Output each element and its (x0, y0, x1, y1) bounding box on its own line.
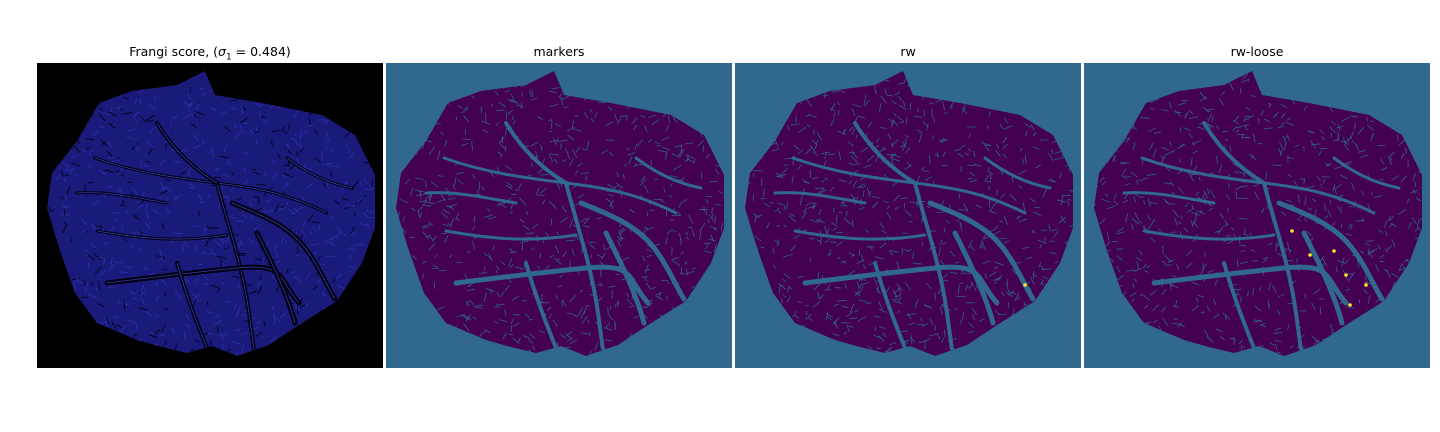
vessel (1142, 229, 1276, 241)
vessel (802, 264, 1000, 306)
vessel (578, 200, 687, 302)
rw-loose-image (1084, 63, 1430, 368)
vessel (1262, 181, 1306, 355)
vessel (1122, 191, 1216, 205)
vessel (927, 200, 1036, 302)
vessel (504, 121, 568, 185)
vessel (1276, 200, 1385, 302)
vessel (424, 191, 518, 205)
vessel (983, 156, 1052, 190)
panel-title-markers: markers (533, 44, 585, 59)
panel-title-rw: rw (900, 44, 916, 59)
frangi-score-canvas (37, 63, 383, 368)
vessel (453, 264, 651, 306)
vessel (1151, 264, 1349, 306)
vessel (1332, 156, 1401, 190)
vessel (564, 181, 608, 355)
vessel (1301, 230, 1345, 326)
panel-title-frangi: Frangi score, (σ1 = 0.484) (129, 44, 291, 63)
vessel (1222, 261, 1256, 350)
frangi-score-image (37, 63, 383, 368)
highlight-spot (1308, 253, 1312, 257)
rw-canvas (735, 63, 1081, 368)
markers-canvas (386, 63, 732, 368)
vessel (773, 191, 867, 205)
highlight-spot (1332, 249, 1336, 253)
rw-image (735, 63, 1081, 368)
vessel (873, 261, 907, 350)
vessel (603, 230, 647, 326)
vessel-texture (1094, 71, 1422, 356)
vessel (952, 230, 996, 326)
vessel-texture (745, 71, 1073, 356)
highlight-spot (1344, 273, 1348, 277)
vessel (634, 156, 703, 190)
rw-loose-canvas (1084, 63, 1430, 368)
markers-image (386, 63, 732, 368)
highlight-spot (1290, 229, 1294, 233)
vessel (1202, 121, 1266, 185)
vessel (524, 261, 558, 350)
highlight-spot (1348, 303, 1352, 307)
vessel (913, 181, 957, 355)
tissue-region (47, 71, 375, 356)
tissue-region (1094, 71, 1422, 356)
vessel (444, 229, 578, 241)
highlight-spot (1364, 283, 1368, 287)
vessel (793, 229, 927, 241)
panel-title-rw-loose: rw-loose (1230, 44, 1284, 59)
tissue-region (396, 71, 724, 356)
highlight-spot (1023, 283, 1027, 287)
vessel (853, 121, 917, 185)
